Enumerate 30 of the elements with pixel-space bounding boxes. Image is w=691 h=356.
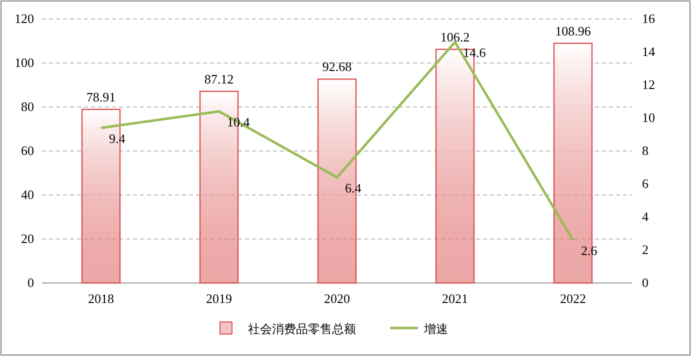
x-tick-label: 2019 (206, 291, 232, 306)
data-label: 2.6 (581, 243, 598, 258)
y-tick-label: 120 (14, 11, 34, 26)
data-label: 87.12 (204, 71, 234, 86)
data-label: 106.2 (440, 29, 470, 44)
y2-tick-label: 16 (642, 11, 656, 26)
y2-tick-label: 8 (642, 143, 648, 158)
y-tick-label: 20 (21, 231, 34, 246)
data-label: 6.4 (345, 180, 362, 196)
y-tick-label: 0 (28, 275, 34, 290)
y-tick-label: 80 (21, 99, 34, 114)
legend-label: 社会消费品零售总额 (248, 322, 356, 336)
y2-tick-label: 12 (642, 77, 655, 92)
y-tick-label: 40 (21, 187, 34, 202)
data-label: 108.96 (555, 23, 592, 38)
y2-tick-label: 14 (642, 44, 656, 59)
y2-tick-label: 6 (642, 176, 649, 191)
x-tick-label: 2021 (442, 291, 468, 306)
x-tick-label: 2018 (88, 291, 114, 306)
y2-tick-label: 2 (642, 242, 648, 257)
y-tick-label: 60 (21, 143, 34, 158)
x-tick-label: 2020 (324, 291, 350, 306)
data-label: 78.91 (86, 89, 116, 104)
y2-tick-label: 0 (642, 275, 648, 290)
y-tick-label: 100 (14, 55, 34, 70)
legend-label: 增速 (423, 322, 448, 336)
y2-tick-label: 10 (642, 110, 655, 125)
y2-tick-label: 4 (642, 209, 649, 224)
data-label: 92.68 (322, 59, 352, 74)
x-tick-label: 2022 (560, 291, 586, 306)
